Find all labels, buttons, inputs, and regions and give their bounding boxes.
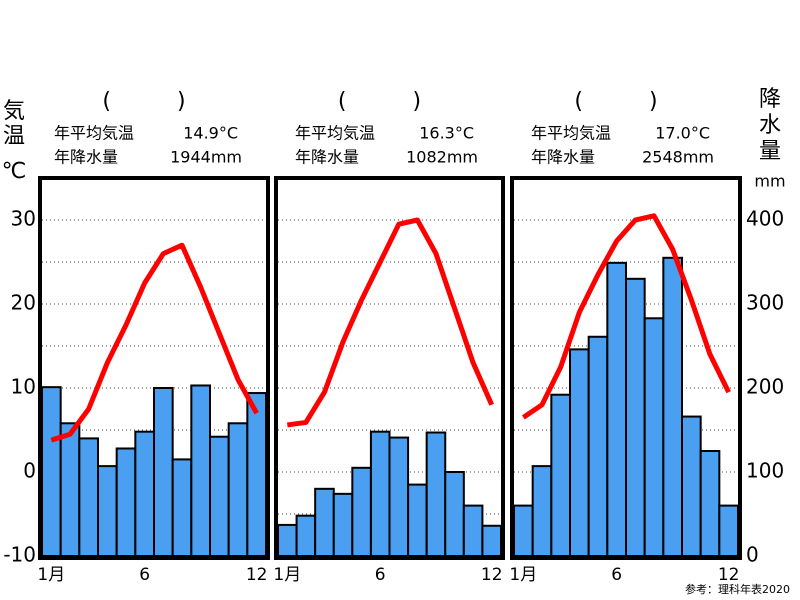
x-tick-label: 6 — [611, 565, 622, 585]
y-tick-label: -10 — [3, 543, 36, 567]
precip-bar — [59, 422, 81, 557]
temp-value: 17.0°C — [655, 124, 710, 143]
panel-title: ( ) — [102, 89, 185, 114]
x-tick-label: 1月 — [509, 565, 537, 585]
precip-bar — [606, 261, 627, 557]
y-axis-title: ℃ — [2, 159, 27, 184]
x-tick-label: 6 — [139, 565, 150, 585]
y-tick-label: 0 — [23, 459, 36, 483]
y-tick-label: 30 — [11, 207, 36, 231]
y2-tick-label: 200 — [746, 375, 784, 399]
precip-bar — [388, 436, 410, 557]
panel-frame — [38, 176, 270, 560]
temp-label: 年平均気温 — [54, 124, 134, 143]
precip-bar — [351, 466, 372, 557]
x-tick-label: 12 — [246, 565, 268, 585]
precip-value: 2548mm — [642, 148, 714, 167]
precip-bar — [190, 384, 211, 558]
precip-bar — [227, 422, 249, 557]
precip-bar — [246, 392, 267, 558]
temp-label: 年平均気温 — [531, 124, 611, 143]
precip-bar — [531, 465, 553, 557]
precip-bar — [41, 386, 62, 557]
precip-bar — [718, 504, 739, 558]
precip-bar — [407, 483, 428, 558]
precip-bar — [332, 492, 354, 557]
precip-bar — [314, 487, 335, 557]
temp-line — [521, 213, 731, 420]
precip-bar — [425, 431, 447, 557]
y2-axis-title: 水 — [759, 113, 781, 138]
x-tick-label: 12 — [481, 565, 503, 585]
precip-bar — [97, 465, 118, 557]
precip-value: 1082mm — [406, 148, 478, 167]
precip-label: 年降水量 — [54, 148, 118, 167]
precip-bar — [369, 430, 391, 557]
y-tick-label: 20 — [11, 291, 36, 315]
temp-value: 16.3°C — [419, 124, 474, 143]
temp-value: 14.9°C — [183, 124, 238, 143]
precip-bar — [643, 317, 665, 557]
x-tick-label: 1月 — [273, 565, 301, 585]
precip-bar — [171, 458, 193, 557]
precip-bar — [662, 256, 683, 557]
precip-bar — [462, 504, 484, 558]
panel-frame — [274, 176, 505, 560]
precip-bar — [444, 471, 465, 557]
panel-title: ( ) — [574, 89, 657, 114]
precip-bar — [550, 393, 571, 557]
precip-bar — [513, 504, 534, 558]
x-tick-label: 1月 — [37, 565, 65, 585]
y2-tick-label: 400 — [746, 207, 784, 231]
precip-bar — [209, 435, 230, 557]
temp-line — [286, 217, 494, 428]
precip-bar — [277, 523, 298, 557]
precip-bar — [481, 524, 502, 558]
precip-bar — [625, 277, 646, 557]
y2-tick-label: 100 — [746, 459, 784, 483]
precip-bar — [295, 514, 317, 557]
y-axis-title: 温 — [3, 124, 25, 149]
precip-label: 年降水量 — [531, 148, 595, 167]
precip-bar — [115, 447, 137, 558]
y-axis-title: 気 — [3, 99, 25, 124]
y2-axis-title: 量 — [759, 139, 781, 164]
precip-bar — [134, 430, 155, 557]
precip-label: 年降水量 — [295, 148, 359, 167]
precip-bar — [153, 387, 174, 557]
precip-bar — [587, 335, 609, 558]
panel-title: ( ) — [338, 89, 421, 114]
source: 参考：理科年表2020 — [685, 582, 790, 596]
temp-line — [50, 242, 259, 443]
temp-label: 年平均気温 — [295, 124, 375, 143]
precip-bar — [699, 450, 721, 557]
x-tick-label: 12 — [718, 565, 740, 585]
y2-tick-label: 0 — [746, 543, 759, 567]
y2-axis-title: mm — [754, 172, 785, 191]
precip-bar — [681, 415, 702, 557]
x-tick-label: 6 — [375, 565, 386, 585]
precip-value: 1944mm — [170, 148, 242, 167]
y2-tick-label: 300 — [746, 291, 784, 315]
y2-axis-title: 降 — [759, 87, 781, 112]
precip-bar — [78, 437, 100, 557]
panel-frame — [510, 176, 742, 560]
y-tick-label: 10 — [11, 375, 36, 399]
precip-bar — [569, 348, 590, 557]
